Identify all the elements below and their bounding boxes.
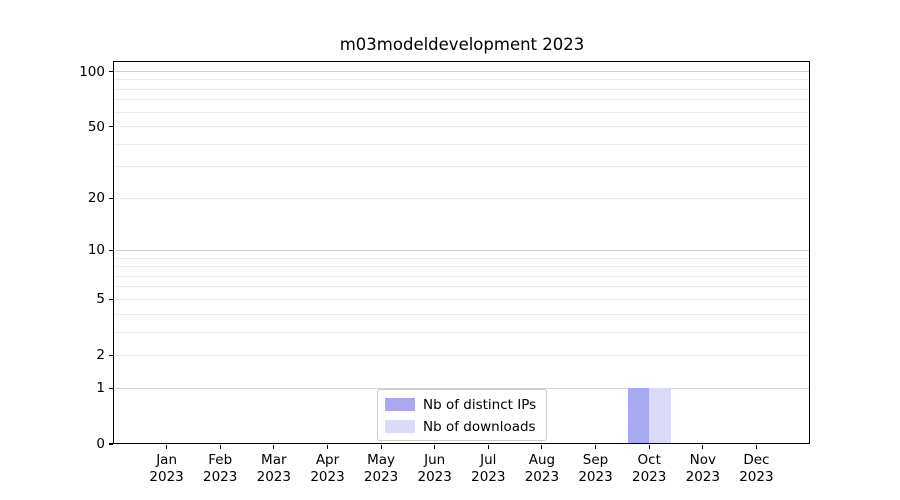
x-tick-mark-jan-2023 bbox=[166, 444, 168, 449]
x-tick-label-feb-2023: Feb 2023 bbox=[203, 452, 238, 485]
legend-item-distinct-ips: Nb of distinct IPs bbox=[385, 395, 536, 414]
plot-area-frame bbox=[113, 61, 810, 444]
legend: Nb of distinct IPs Nb of downloads bbox=[377, 389, 548, 441]
y-tick-label-10: 10 bbox=[87, 242, 105, 259]
x-tick-label-sep-2023: Sep 2023 bbox=[578, 452, 613, 485]
y-tick-mark-20 bbox=[109, 197, 113, 199]
gridline-y-80 bbox=[113, 88, 810, 90]
chart-title: m03modeldevelopment 2023 bbox=[339, 35, 585, 54]
y-tick-label-2: 2 bbox=[96, 347, 105, 364]
gridline-y-7 bbox=[113, 275, 810, 277]
x-tick-mark-aug-2023 bbox=[541, 444, 543, 449]
y-tick-label-0: 0 bbox=[96, 436, 105, 452]
y-tick-mark-50 bbox=[109, 126, 113, 128]
gridline-y-1 bbox=[113, 387, 810, 389]
y-tick-mark-100 bbox=[109, 70, 113, 73]
bar-nb-of-downloads-oct-2023 bbox=[649, 388, 671, 444]
x-tick-mark-jul-2023 bbox=[487, 444, 489, 449]
legend-label-distinct-ips: Nb of distinct IPs bbox=[423, 396, 537, 413]
y-tick-mark-10 bbox=[109, 249, 113, 251]
x-tick-label-jan-2023: Jan 2023 bbox=[149, 452, 184, 485]
y-tick-label-100: 100 bbox=[79, 63, 105, 80]
gridline-y-3 bbox=[113, 331, 810, 333]
x-tick-label-mar-2023: Mar 2023 bbox=[256, 452, 291, 485]
y-tick-label-1: 1 bbox=[96, 380, 105, 397]
x-tick-label-dec-2023: Dec 2023 bbox=[739, 452, 774, 485]
x-tick-mark-sep-2023 bbox=[594, 444, 597, 449]
x-tick-label-jun-2023: Jun 2023 bbox=[417, 452, 452, 485]
gridline-y-100 bbox=[113, 71, 810, 72]
gridline-y-8 bbox=[113, 266, 810, 268]
x-tick-mark-nov-2023 bbox=[702, 444, 704, 449]
y-tick-label-5: 5 bbox=[96, 291, 105, 308]
legend-label-downloads: Nb of downloads bbox=[423, 418, 536, 435]
gridline-y-30 bbox=[113, 166, 810, 168]
y-tick-mark-0 bbox=[109, 443, 113, 445]
gridline-y-60 bbox=[113, 111, 810, 113]
x-tick-mark-mar-2023 bbox=[273, 444, 275, 449]
x-tick-label-may-2023: May 2023 bbox=[363, 452, 399, 485]
gridline-y-50 bbox=[113, 126, 810, 128]
x-tick-label-jul-2023: Jul 2023 bbox=[471, 452, 506, 485]
x-tick-label-nov-2023: Nov 2023 bbox=[685, 452, 720, 485]
gridline-y-9 bbox=[113, 257, 810, 259]
gridline-y-20 bbox=[113, 197, 810, 199]
legend-swatch-downloads bbox=[385, 420, 415, 433]
x-tick-mark-apr-2023 bbox=[326, 444, 329, 449]
x-tick-mark-dec-2023 bbox=[755, 444, 757, 449]
y-tick-mark-5 bbox=[109, 298, 113, 300]
bar-nb-of-distinct-ips-oct-2023 bbox=[627, 388, 650, 444]
gridline-y-10 bbox=[113, 249, 810, 251]
gridline-y-40 bbox=[113, 143, 810, 145]
legend-item-downloads: Nb of downloads bbox=[385, 417, 536, 436]
gridline-y-5 bbox=[113, 298, 810, 300]
gridline-y-70 bbox=[113, 99, 810, 101]
y-tick-label-50: 50 bbox=[87, 118, 105, 135]
x-tick-mark-may-2023 bbox=[380, 444, 382, 449]
x-tick-label-apr-2023: Apr 2023 bbox=[310, 452, 345, 485]
y-tick-label-20: 20 bbox=[87, 190, 105, 207]
x-tick-mark-jun-2023 bbox=[434, 444, 436, 449]
x-tick-mark-feb-2023 bbox=[219, 444, 221, 449]
x-tick-label-oct-2023: Oct 2023 bbox=[632, 452, 667, 485]
x-tick-mark-oct-2023 bbox=[648, 444, 650, 449]
x-tick-label-aug-2023: Aug 2023 bbox=[524, 452, 560, 485]
gridline-y-4 bbox=[113, 313, 810, 315]
y-tick-mark-1 bbox=[109, 387, 113, 389]
legend-swatch-distinct-ips bbox=[385, 398, 415, 411]
y-tick-mark-2 bbox=[109, 354, 113, 356]
gridline-y-90 bbox=[113, 79, 810, 81]
gridline-y-6 bbox=[113, 286, 810, 288]
gridline-y-2 bbox=[113, 354, 810, 356]
